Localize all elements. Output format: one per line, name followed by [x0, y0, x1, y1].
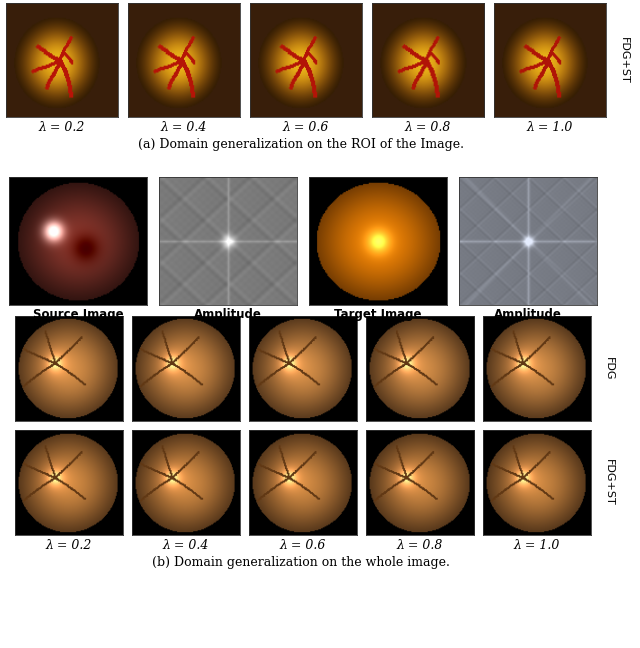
Text: λ = 0.2: λ = 0.2: [39, 121, 85, 133]
Text: FDG+ST: FDG+ST: [619, 37, 629, 84]
Text: λ = 0.4: λ = 0.4: [161, 121, 207, 133]
Text: Source Image: Source Image: [33, 308, 124, 321]
Text: λ = 0.4: λ = 0.4: [163, 538, 209, 551]
Text: FDG: FDG: [604, 357, 614, 380]
Text: λ = 0.6: λ = 0.6: [280, 538, 326, 551]
Text: Target Image: Target Image: [334, 308, 422, 321]
Text: λ = 0.8: λ = 0.8: [397, 538, 443, 551]
Text: Amplitude: Amplitude: [194, 308, 262, 321]
Text: (b) Domain generalization on the whole image.: (b) Domain generalization on the whole i…: [152, 556, 450, 569]
Text: λ = 0.8: λ = 0.8: [405, 121, 451, 133]
Text: λ = 1.0: λ = 1.0: [527, 121, 573, 133]
Text: λ = 0.6: λ = 0.6: [283, 121, 329, 133]
Text: λ = 1.0: λ = 1.0: [514, 538, 560, 551]
Text: FDG+ST: FDG+ST: [604, 459, 614, 506]
Text: Amplitude: Amplitude: [494, 308, 562, 321]
Text: (a) Domain generalization on the ROI of the Image.: (a) Domain generalization on the ROI of …: [138, 138, 464, 151]
Text: λ = 0.2: λ = 0.2: [46, 538, 92, 551]
